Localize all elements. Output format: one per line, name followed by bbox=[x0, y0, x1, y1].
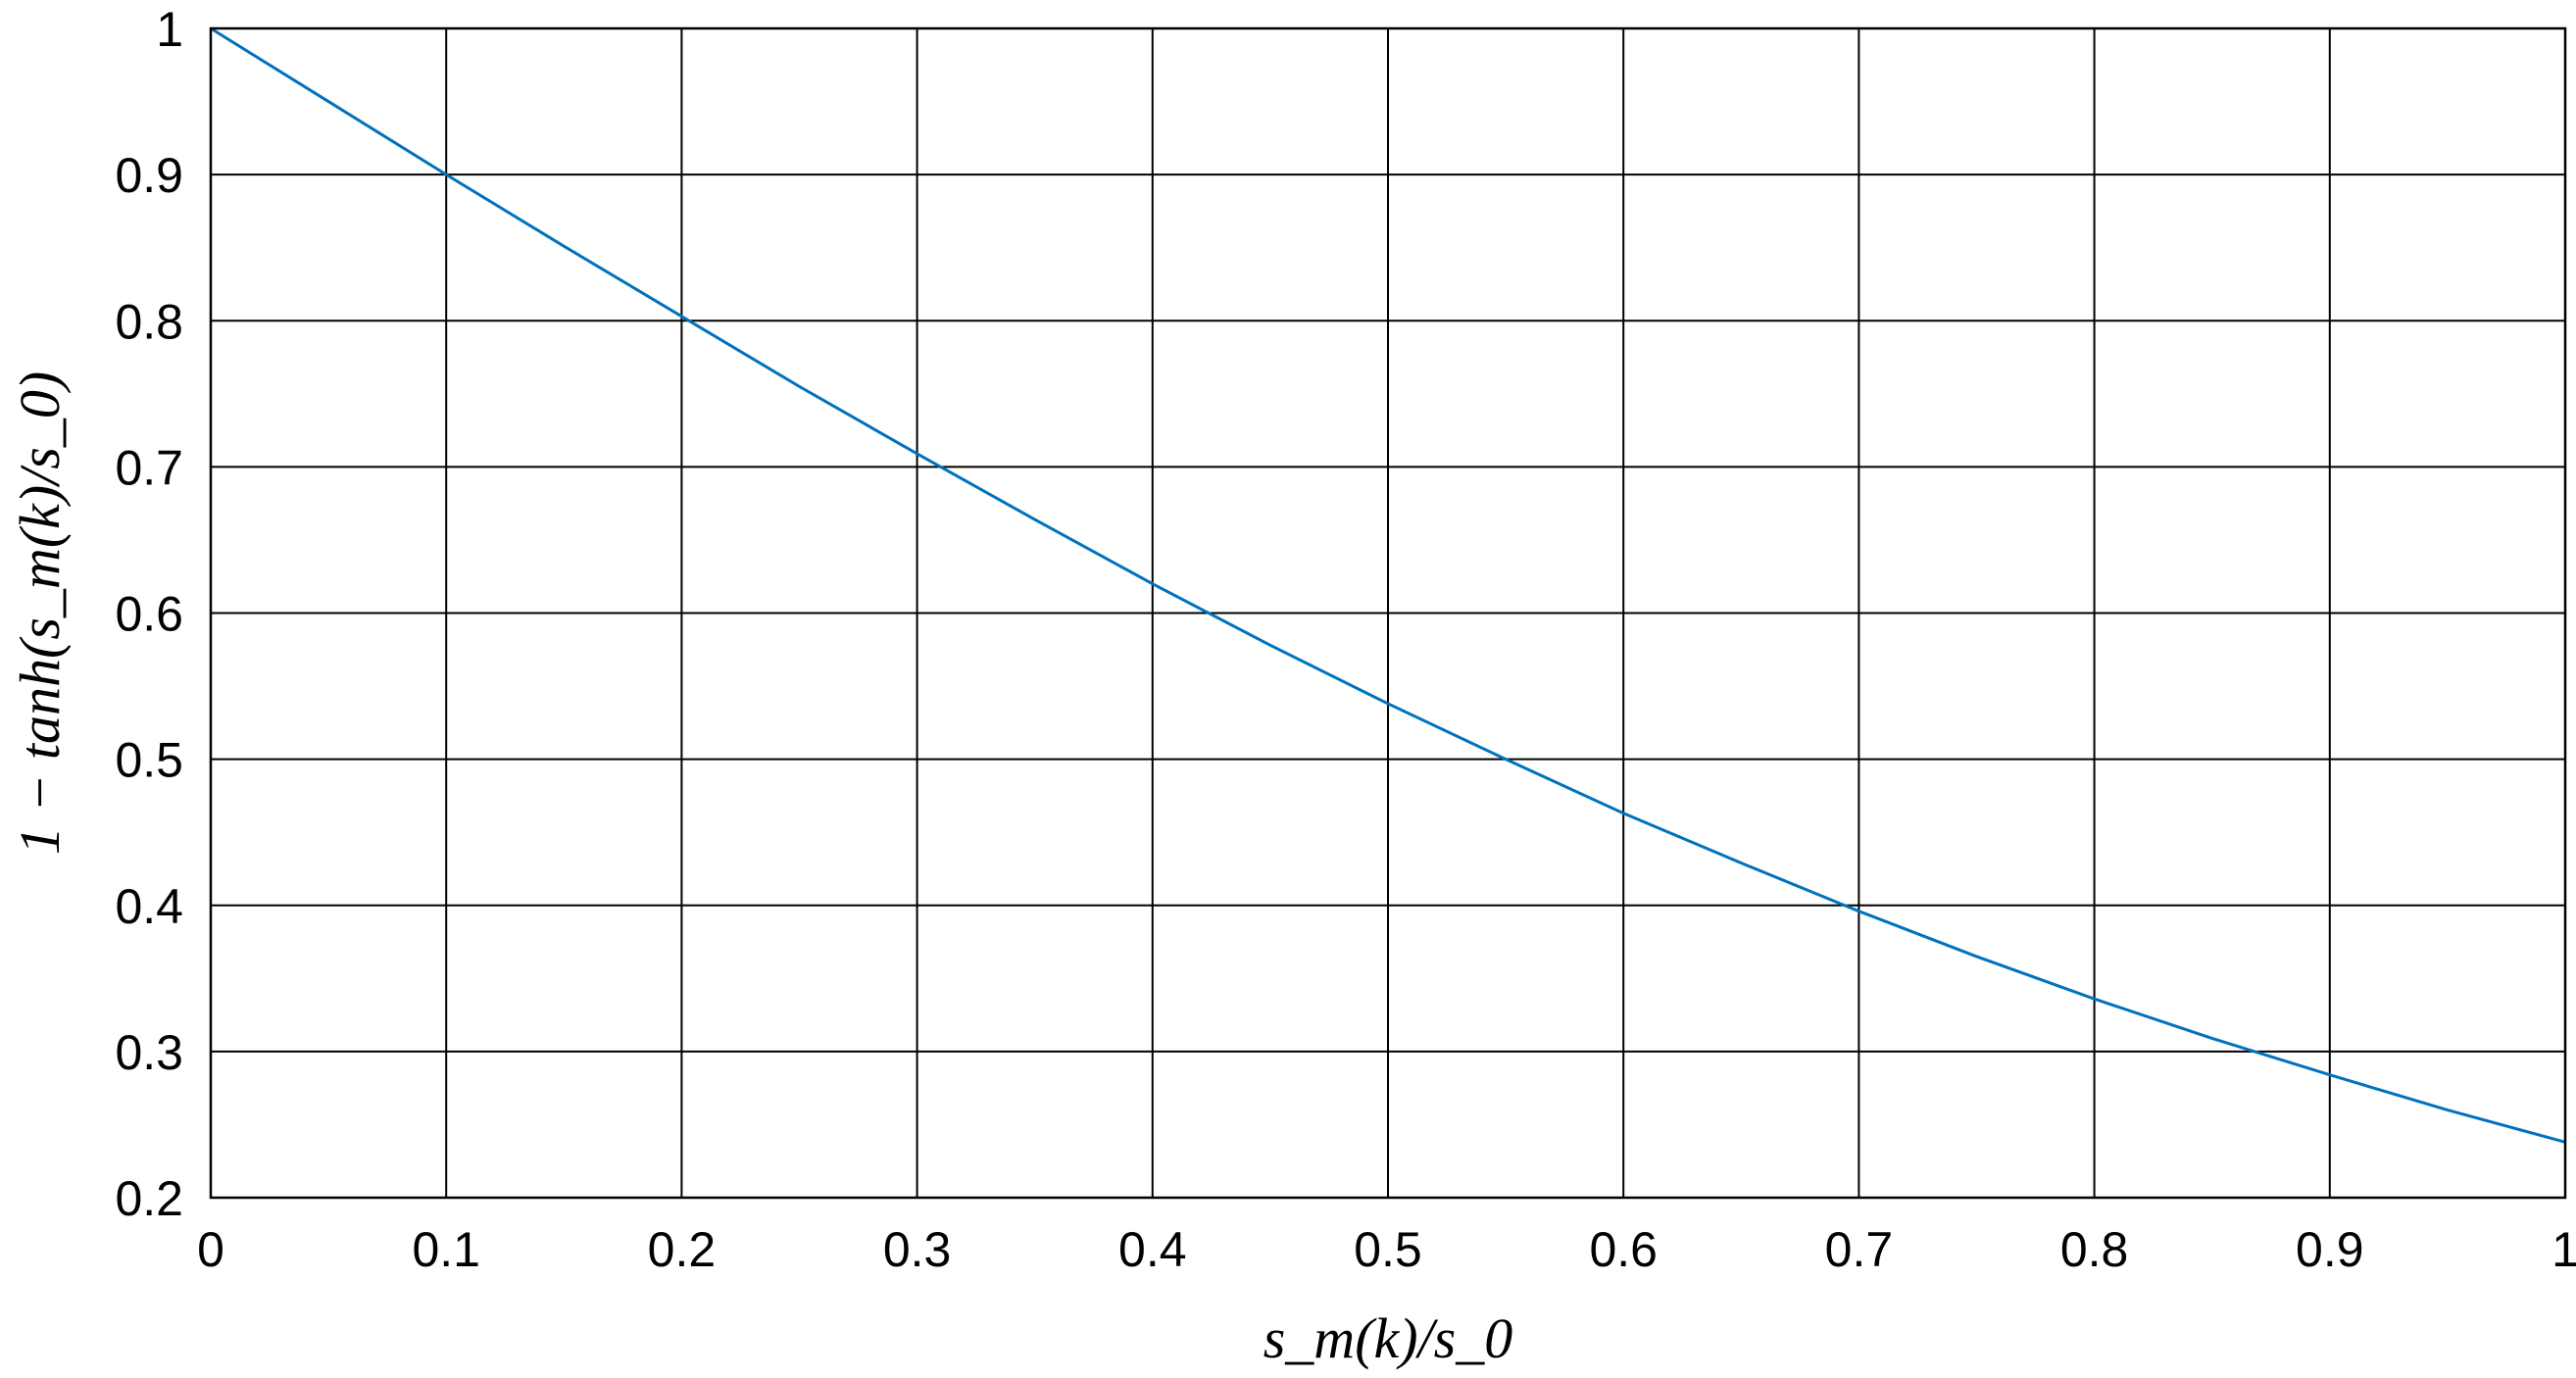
x-tick-label: 1 bbox=[2551, 1222, 2576, 1277]
x-tick-label: 0.2 bbox=[648, 1222, 717, 1277]
y-tick-label: 0.7 bbox=[115, 440, 183, 495]
x-tick-labels: 0 0.1 0.2 0.3 0.4 0.5 0.6 0.7 0.8 0.9 1 bbox=[197, 1222, 2576, 1277]
y-tick-labels: 0.2 0.3 0.4 0.5 0.6 0.7 0.8 0.9 1 bbox=[115, 2, 183, 1226]
x-tick-label: 0 bbox=[197, 1222, 224, 1277]
y-tick-label: 0.8 bbox=[115, 294, 183, 349]
axes-box bbox=[209, 26, 2567, 1200]
y-tick-label: 0.6 bbox=[115, 587, 183, 642]
y-tick-label: 0.5 bbox=[115, 733, 183, 788]
y-axis-label: 1 − tanh(s_m(k)/s_0) bbox=[8, 371, 72, 855]
y-tick-label: 0.9 bbox=[115, 148, 183, 203]
grid-lines bbox=[210, 27, 2566, 1199]
x-tick-label: 0.7 bbox=[1825, 1222, 1894, 1277]
x-tick-label: 0.9 bbox=[2296, 1222, 2364, 1277]
x-tick-label: 0.1 bbox=[412, 1222, 480, 1277]
y-tick-label: 0.3 bbox=[115, 1025, 183, 1080]
x-tick-label: 0.6 bbox=[1589, 1222, 1658, 1277]
y-tick-label: 1 bbox=[156, 2, 183, 57]
x-tick-label: 0.8 bbox=[2060, 1222, 2129, 1277]
y-tick-label: 0.2 bbox=[115, 1171, 183, 1226]
series-line bbox=[210, 26, 2566, 1144]
x-tick-label: 0.3 bbox=[883, 1222, 952, 1277]
series-group bbox=[210, 26, 2566, 1144]
x-tick-label: 0.5 bbox=[1354, 1222, 1422, 1277]
x-tick-label: 0.4 bbox=[1118, 1222, 1187, 1277]
y-tick-label: 0.4 bbox=[115, 879, 183, 934]
x-axis-label: s_m(k)/s_0 bbox=[1263, 1306, 1513, 1370]
